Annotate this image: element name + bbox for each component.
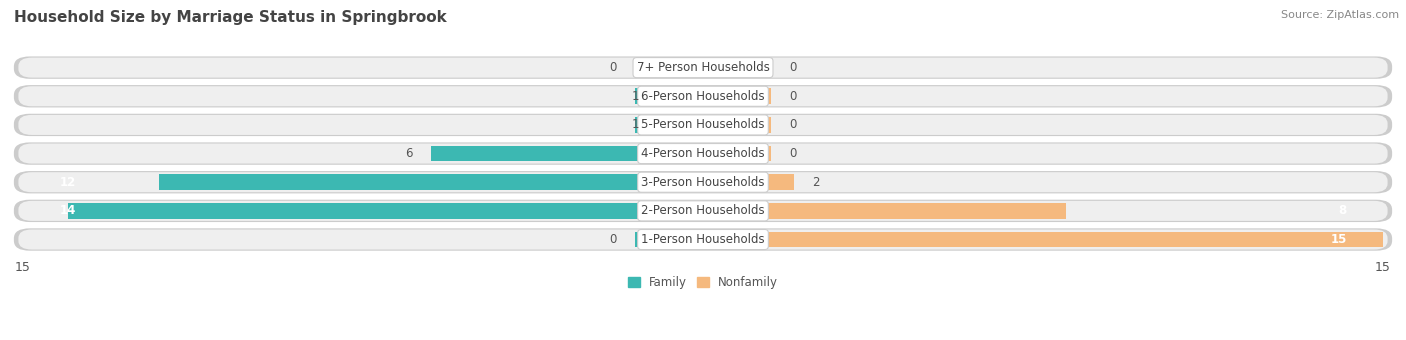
Text: 1: 1 [633, 118, 640, 132]
Bar [703, 232, 1384, 248]
Text: 3-Person Households: 3-Person Households [641, 176, 765, 189]
Bar [703, 174, 793, 190]
FancyBboxPatch shape [14, 85, 1392, 107]
Bar [703, 60, 770, 75]
Bar [432, 146, 703, 161]
Text: 0: 0 [789, 118, 797, 132]
FancyBboxPatch shape [14, 171, 1392, 193]
Text: 4-Person Households: 4-Person Households [641, 147, 765, 160]
FancyBboxPatch shape [18, 57, 1388, 78]
Text: 15: 15 [1330, 233, 1347, 246]
Text: 0: 0 [609, 61, 617, 74]
Text: 6-Person Households: 6-Person Households [641, 90, 765, 103]
Bar [703, 88, 770, 104]
Text: 5-Person Households: 5-Person Households [641, 118, 765, 132]
Text: Household Size by Marriage Status in Springbrook: Household Size by Marriage Status in Spr… [14, 10, 447, 25]
FancyBboxPatch shape [18, 172, 1388, 192]
Bar [636, 117, 703, 133]
Text: 0: 0 [789, 90, 797, 103]
FancyBboxPatch shape [18, 230, 1388, 250]
Bar [703, 146, 770, 161]
Bar [159, 174, 703, 190]
Text: 1-Person Households: 1-Person Households [641, 233, 765, 246]
FancyBboxPatch shape [14, 114, 1392, 136]
Text: 2-Person Households: 2-Person Households [641, 204, 765, 217]
Text: 1: 1 [633, 90, 640, 103]
Bar [703, 203, 1066, 219]
Text: 7+ Person Households: 7+ Person Households [637, 61, 769, 74]
Bar [703, 117, 770, 133]
Text: 14: 14 [59, 204, 76, 217]
Text: 0: 0 [609, 233, 617, 246]
FancyBboxPatch shape [18, 143, 1388, 164]
Bar [636, 88, 703, 104]
Text: 0: 0 [789, 61, 797, 74]
Bar [69, 203, 703, 219]
FancyBboxPatch shape [18, 86, 1388, 106]
Text: 12: 12 [59, 176, 76, 189]
Text: 2: 2 [811, 176, 820, 189]
Bar [636, 60, 703, 75]
FancyBboxPatch shape [18, 115, 1388, 135]
FancyBboxPatch shape [18, 201, 1388, 221]
Text: 8: 8 [1339, 204, 1347, 217]
Text: 0: 0 [789, 147, 797, 160]
FancyBboxPatch shape [14, 142, 1392, 165]
FancyBboxPatch shape [14, 228, 1392, 251]
Text: 6: 6 [405, 147, 413, 160]
FancyBboxPatch shape [14, 200, 1392, 222]
Legend: Family, Nonfamily: Family, Nonfamily [623, 272, 783, 294]
Text: Source: ZipAtlas.com: Source: ZipAtlas.com [1281, 10, 1399, 20]
Bar [636, 232, 703, 248]
FancyBboxPatch shape [14, 56, 1392, 79]
